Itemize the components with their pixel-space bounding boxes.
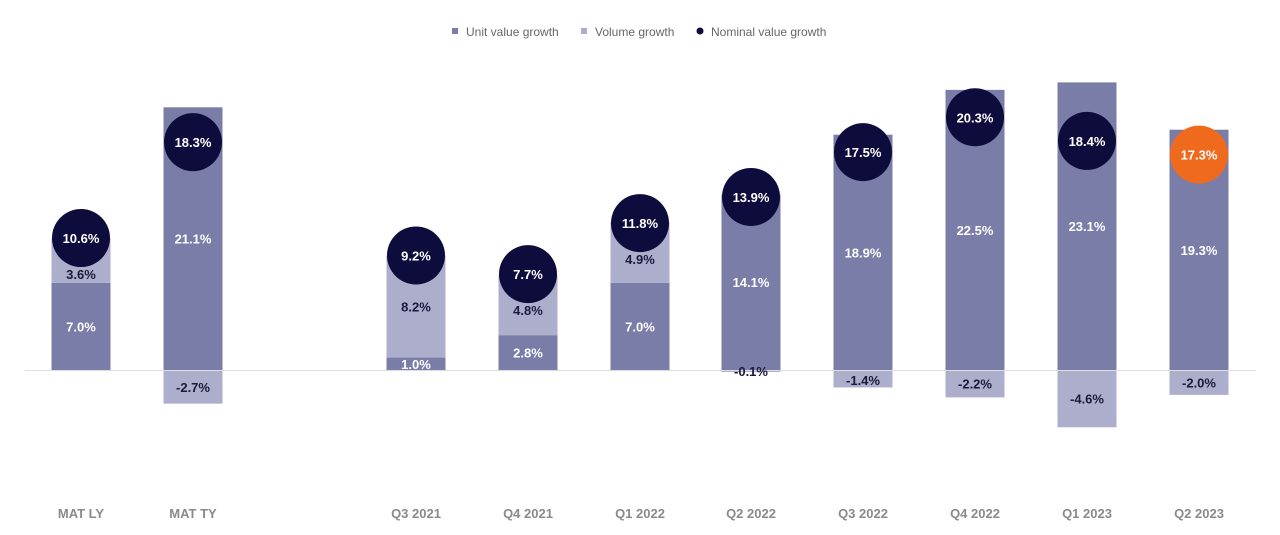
volume-label-9: -2.0%: [1182, 375, 1216, 390]
x-tick-6: Q3 2022: [838, 506, 888, 521]
nominal-label-4: 11.8%: [622, 216, 659, 231]
volume-label-7: -2.2%: [958, 377, 992, 392]
volume-bar-7: [945, 370, 1005, 398]
nominal-bubble-5: [722, 167, 780, 226]
x-tick-labels: MAT LY MAT TY Q3 2021 Q4 2021 Q1 2022 Q2 2022…: [58, 506, 1224, 521]
nominal-label-2: 9.2%: [401, 248, 431, 263]
unit-value-label-7: 22.5%: [957, 223, 994, 238]
x-tick-9: Q2 2023: [1174, 506, 1224, 521]
unit-value-bar-4: [610, 282, 670, 370]
nominal-label-7: 20.3%: [957, 110, 994, 125]
legend-swatch-1: [581, 28, 587, 34]
volume-label-0: 3.6%: [66, 267, 96, 282]
unit-value-label-3: 2.8%: [513, 346, 543, 361]
unit-value-label-5: 14.1%: [733, 275, 770, 290]
volume-bar-1: [163, 370, 223, 404]
volume-bar-8: [1057, 370, 1117, 428]
x-tick-1: MAT TY: [169, 506, 217, 521]
unit-value-label-2: 1.0%: [401, 357, 431, 372]
x-tick-2: Q3 2021: [391, 506, 441, 521]
unit-value-bar-3: [498, 335, 558, 370]
volume-bar-6: [833, 370, 893, 388]
nominal-label-0: 10.6%: [63, 231, 100, 246]
nominal-bubble-6: [834, 123, 892, 182]
unit-value-label-9: 19.3%: [1181, 243, 1218, 258]
volume-bar-9: [1169, 370, 1229, 395]
nominal-bubble-1: [164, 113, 222, 172]
volume-label-5: -0.1%: [734, 364, 768, 379]
nominal-label-6: 17.5%: [845, 145, 882, 160]
nominal-bubble-9: [1170, 125, 1228, 184]
volume-label-4: 4.9%: [625, 252, 655, 267]
x-tick-4: Q1 2022: [615, 506, 665, 521]
nominal-label-3: 7.7%: [513, 267, 543, 282]
nominal-label-1: 18.3%: [175, 135, 212, 150]
nominal-bubble-4: [611, 194, 669, 253]
unit-value-bar-2: [386, 357, 446, 370]
x-tick-8: Q1 2023: [1062, 506, 1112, 521]
volume-label-6: -1.4%: [846, 373, 880, 388]
unit-value-label-0: 7.0%: [66, 319, 96, 334]
legend-swatch-0: [452, 28, 458, 34]
volume-label-2: 8.2%: [401, 300, 431, 315]
nominal-label-8: 18.4%: [1069, 134, 1106, 149]
unit-value-label-8: 23.1%: [1069, 219, 1106, 234]
legend-label-2: Nominal value growth: [711, 25, 826, 39]
nominal-bubble-2: [387, 226, 445, 285]
nominal-bubble-3: [499, 245, 557, 304]
nominal-bubble-7: [946, 88, 1004, 147]
legend-label-0: Unit value growth: [466, 25, 559, 39]
nominal-bubble-layer: 10.6% 18.3% 9.2% 7.7% 11.8% 13.9% 17.5% 20.3% 18…: [52, 88, 1228, 304]
volume-label-8: -4.6%: [1070, 392, 1104, 407]
x-tick-7: Q4 2022: [950, 506, 1000, 521]
unit-value-label-4: 7.0%: [625, 319, 655, 334]
chart-legend: Unit value growth Volume growth Nominal va…: [452, 25, 826, 39]
volume-label-1: -2.7%: [176, 380, 210, 395]
bar-label-layer: 7.0% 3.6% 21.1% -2.7% 1.0% 8.2% 2.8% 4.8% 7.0% 4.…: [66, 219, 1218, 406]
x-tick-3: Q4 2021: [503, 506, 553, 521]
nominal-bubble-8: [1058, 111, 1116, 170]
volume-label-3: 4.8%: [513, 303, 543, 318]
unit-value-label-6: 18.9%: [845, 245, 882, 260]
legend-label-1: Volume growth: [595, 25, 674, 39]
nominal-label-5: 13.9%: [733, 190, 770, 205]
legend-swatch-2: [696, 27, 704, 35]
nominal-label-9: 17.3%: [1181, 148, 1218, 163]
unit-value-bar-0: [51, 282, 111, 370]
unit-value-label-1: 21.1%: [175, 232, 212, 247]
x-tick-0: MAT LY: [58, 506, 105, 521]
x-tick-5: Q2 2022: [726, 506, 776, 521]
nominal-bubble-0: [52, 209, 110, 268]
